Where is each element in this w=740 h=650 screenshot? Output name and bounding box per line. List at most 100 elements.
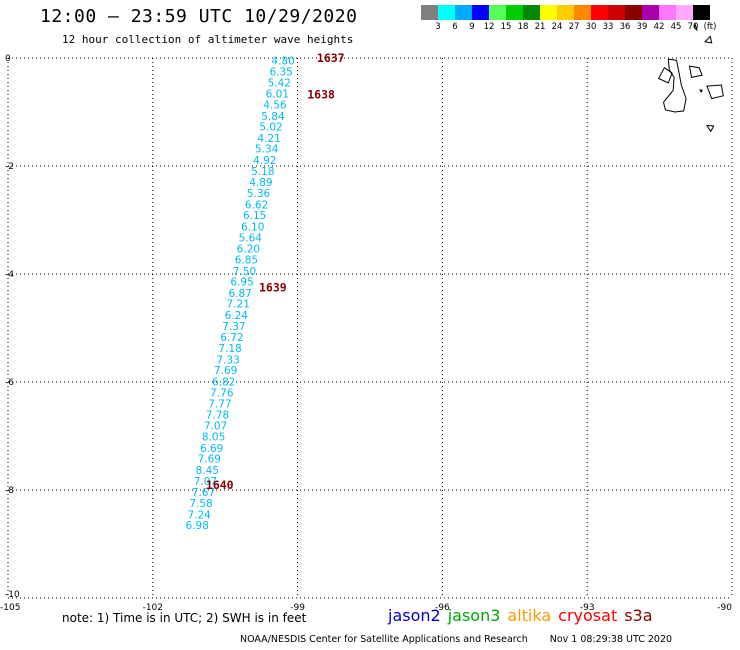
legend-swatch	[659, 5, 676, 20]
satellite-jason3: jason3	[447, 606, 501, 625]
x-tick-label: -102	[143, 603, 163, 613]
swh-value: 7.37	[222, 321, 245, 333]
y-tick-label: 0	[5, 54, 11, 64]
legend-label: 12	[483, 22, 495, 32]
satellite-legend: jason2 jason3 altika cryosat s3a	[388, 606, 660, 625]
island-marchena	[703, 35, 713, 44]
island-santiago	[688, 65, 703, 78]
credit-text: NOAA/NESDIS Center for Satellite Applica…	[240, 634, 528, 645]
legend-label: 45	[670, 22, 682, 32]
swh-value: 7.69	[214, 365, 237, 377]
legend-swatch	[489, 5, 506, 20]
swh-value: 7.50	[233, 266, 256, 278]
legend-label: 18	[517, 22, 529, 32]
island-santa-cruz	[706, 84, 724, 100]
swh-value: 7.76	[210, 387, 234, 399]
swh-value: 8.05	[202, 432, 225, 444]
swh-value: 6.98	[186, 520, 209, 532]
color-legend: 3 6 9 12 15 18 21 24 27 30 33 36 39 42 45 70 (ft)	[421, 5, 740, 32]
legend-label: 27	[568, 22, 580, 32]
island-pinzon	[699, 89, 703, 94]
swh-value: 7.69	[198, 454, 221, 466]
swh-value: 5.64	[239, 232, 263, 244]
legend-label: 6	[452, 22, 458, 32]
legend-label: 9	[469, 22, 475, 32]
island-fernandina	[657, 66, 673, 84]
swh-value: 6.87	[228, 288, 251, 300]
x-tick-label: -99	[290, 603, 305, 613]
swh-value: 5.34	[255, 144, 279, 156]
swh-value: 7.07	[204, 421, 227, 433]
legend-swatch	[591, 5, 608, 20]
footer-credit: NOAA/NESDIS Center for Satellite Applica…	[240, 634, 672, 645]
legend-swatch	[455, 5, 472, 20]
swh-value: 4.21	[257, 133, 280, 145]
time-labels: 1637 1638 1639 1640	[206, 51, 345, 492]
legend-label: 30	[585, 22, 597, 32]
legend-swatches	[421, 5, 740, 20]
legend-label: 21	[534, 22, 546, 32]
swh-value: 7.21	[227, 299, 250, 311]
page-title: 12:00 — 23:59 UTC 10/29/2020	[40, 6, 358, 27]
legend-label: 15	[500, 22, 512, 32]
time-label: 1637	[317, 51, 345, 65]
legend-swatch	[608, 5, 625, 20]
swh-value: 4.92	[253, 155, 276, 167]
y-tick-label: -2	[5, 162, 14, 172]
swh-value: 4.56	[263, 99, 287, 111]
swh-value: 6.82	[212, 376, 235, 388]
x-tick-label: -105	[0, 603, 20, 613]
legend-label: 33	[602, 22, 614, 32]
island-pinta	[693, 22, 698, 32]
legend-swatch	[557, 5, 574, 20]
swh-value: 7.24	[187, 509, 211, 521]
swh-value: 7.78	[206, 409, 229, 421]
y-tick-label: -10	[5, 590, 20, 600]
swh-value: 7.18	[218, 343, 241, 355]
swh-value: 6.69	[200, 443, 223, 455]
legend-swatch	[693, 5, 710, 20]
legend-labels: 3 6 9 12 15 18 21 24 27 30 33 36 39 42 45 70 (ft)	[421, 20, 740, 32]
swh-value: 7.58	[189, 498, 212, 510]
swh-value: 5.42	[268, 77, 291, 89]
swh-value: 7.67	[192, 487, 215, 499]
swh-value: 5.36	[247, 188, 271, 200]
x-tick-label: -96	[435, 603, 450, 613]
swh-value: 5.02	[259, 122, 282, 134]
swh-value: 6.01	[266, 89, 289, 101]
time-label: 1640	[206, 478, 234, 492]
swh-value: 5.18	[251, 166, 274, 178]
legend-swatch	[421, 5, 438, 20]
swh-value: 6.20	[237, 244, 260, 256]
time-label: 1638	[307, 88, 335, 102]
map-tick-labels: -105 -102 -99 -96 -93 -90 0 -2 -4 -6 -8 -10	[0, 54, 732, 613]
footer-note: note: 1) Time is in UTC; 2) SWH is in fe…	[62, 611, 307, 625]
swh-track: 4.806.355.426.014.565.845.024.215.344.92…	[186, 56, 295, 532]
legend-label: 36	[619, 22, 631, 32]
y-tick-label: -6	[5, 378, 14, 388]
island-floreana	[705, 124, 715, 133]
swh-value: 6.24	[225, 310, 249, 322]
swh-value: 6.85	[235, 254, 258, 266]
legend-swatch	[523, 5, 540, 20]
legend-label: 24	[551, 22, 563, 32]
map-grid	[7, 57, 733, 599]
legend-swatch	[676, 5, 693, 20]
y-tick-label: -4	[5, 270, 14, 280]
x-tick-label: -90	[717, 603, 732, 613]
legend-unit: (ft)	[703, 22, 717, 32]
swh-value: 4.89	[249, 177, 272, 189]
timestamp: Nov 1 08:29:38 UTC 2020	[549, 634, 673, 645]
swh-value: 8.45	[196, 465, 219, 477]
y-tick-label: -8	[5, 486, 14, 496]
satellite-altika: altika	[507, 606, 552, 625]
island-isabela	[662, 58, 687, 113]
legend-label: 39	[636, 22, 648, 32]
time-label: 1639	[259, 281, 287, 295]
swh-value: 7.07	[194, 476, 217, 488]
legend-label: 70	[687, 22, 699, 32]
page-subtitle: 12 hour collection of altimeter wave hei…	[62, 33, 354, 46]
swh-value: 6.10	[241, 221, 264, 233]
swh-value: 7.77	[208, 399, 231, 411]
